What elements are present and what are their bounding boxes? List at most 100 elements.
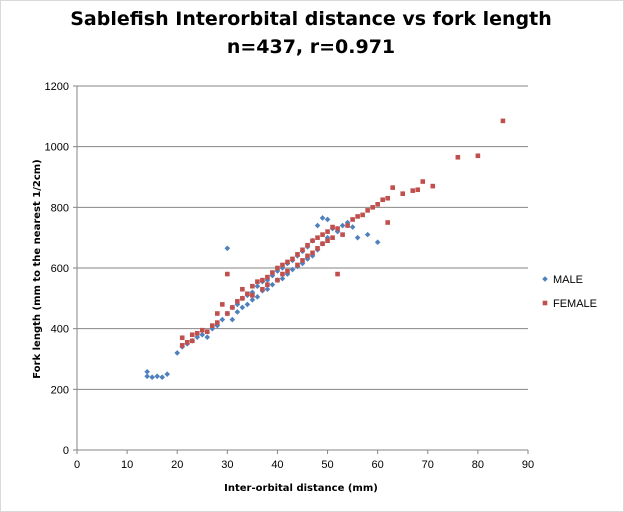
- data-point: [189, 332, 195, 338]
- data-point: [179, 343, 185, 348]
- series-female: [179, 118, 506, 348]
- data-point: [354, 234, 361, 241]
- data-point: [245, 291, 250, 297]
- data-point: [280, 262, 285, 268]
- data-point: [330, 235, 335, 240]
- x-tick-labels: 0 10 20 30 40 50 60 70 80 90: [74, 459, 534, 471]
- chart-title: Sablefish Interorbital distance vs fork …: [70, 8, 552, 30]
- y-axis-label: Fork length (mm to the nearest 1/2cm): [32, 159, 43, 378]
- data-point: [370, 205, 375, 210]
- x-tick-label: 90: [522, 459, 534, 471]
- data-point: [455, 154, 461, 160]
- data-point: [385, 195, 390, 201]
- data-point: [430, 183, 436, 189]
- data-point: [500, 118, 506, 124]
- data-point: [314, 222, 321, 229]
- data-point: [325, 229, 330, 234]
- data-point: [360, 212, 365, 218]
- data-point: [264, 286, 271, 293]
- data-point: [199, 327, 205, 333]
- data-point: [334, 228, 341, 235]
- data-point: [189, 338, 195, 344]
- axes: [73, 85, 529, 454]
- legend-marker-female: [542, 300, 548, 306]
- legend: MALE FEMALE: [542, 274, 597, 310]
- data-point: [174, 350, 181, 356]
- y-tick-label: 400: [51, 324, 69, 336]
- data-point: [144, 373, 150, 380]
- data-point: [309, 253, 316, 259]
- data-point: [204, 334, 211, 340]
- data-point: [254, 294, 261, 300]
- y-tick-label: 1200: [45, 81, 69, 93]
- data-point: [290, 256, 295, 262]
- data-point: [269, 281, 276, 288]
- data-point: [235, 299, 240, 304]
- data-point: [280, 271, 285, 277]
- data-point: [265, 274, 270, 280]
- x-tick-label: 80: [472, 459, 484, 471]
- data-point: [284, 271, 291, 277]
- data-point: [410, 188, 416, 193]
- data-point: [420, 179, 426, 184]
- x-tick-label: 40: [271, 459, 283, 471]
- data-point: [349, 224, 356, 230]
- data-point: [315, 235, 320, 240]
- data-point: [380, 197, 385, 203]
- x-tick-label: 20: [171, 459, 183, 471]
- data-point: [234, 309, 241, 315]
- data-point: [289, 266, 296, 273]
- data-point: [220, 302, 225, 307]
- data-point: [345, 223, 350, 228]
- data-point: [295, 252, 300, 257]
- data-point: [249, 289, 256, 296]
- data-point: [260, 286, 265, 292]
- data-point: [260, 277, 265, 283]
- data-point: [325, 238, 330, 243]
- x-tick-label: 60: [372, 459, 384, 471]
- data-point: [199, 331, 206, 338]
- x-tick-label: 70: [422, 459, 434, 471]
- data-point: [355, 214, 360, 219]
- data-point: [285, 268, 290, 274]
- data-point: [230, 305, 235, 310]
- data-point: [385, 220, 390, 225]
- data-point: [215, 320, 220, 325]
- data-point: [324, 216, 331, 223]
- data-point: [350, 217, 355, 222]
- data-point: [159, 374, 165, 380]
- data-point: [295, 262, 300, 268]
- y-tick-label: 600: [51, 263, 69, 275]
- data-point: [315, 245, 320, 251]
- data-point: [219, 316, 226, 323]
- data-point: [215, 311, 220, 316]
- data-point: [330, 224, 335, 230]
- data-point: [475, 153, 481, 159]
- data-point: [335, 271, 340, 277]
- data-point: [240, 286, 245, 292]
- data-point: [305, 253, 310, 259]
- data-point: [154, 373, 160, 380]
- data-point: [269, 272, 276, 279]
- data-point: [204, 329, 210, 334]
- data-point: [305, 242, 310, 248]
- data-point: [255, 279, 260, 284]
- data-point: [300, 258, 305, 263]
- data-point: [229, 316, 236, 323]
- data-point: [194, 334, 201, 340]
- data-point: [240, 296, 245, 301]
- data-point: [339, 222, 346, 229]
- data-point: [285, 259, 290, 265]
- y-tick-label: 0: [63, 445, 69, 457]
- data-point: [310, 250, 315, 256]
- x-tick-label: 0: [74, 459, 80, 471]
- data-point: [194, 330, 200, 336]
- data-point: [319, 215, 326, 221]
- y-tick-label: 1000: [45, 142, 69, 154]
- series-male: [144, 215, 381, 380]
- data-point: [214, 322, 221, 329]
- data-point: [320, 232, 325, 237]
- data-point: [364, 231, 371, 238]
- data-point: [275, 265, 280, 271]
- legend-label-female: FEMALE: [553, 298, 597, 310]
